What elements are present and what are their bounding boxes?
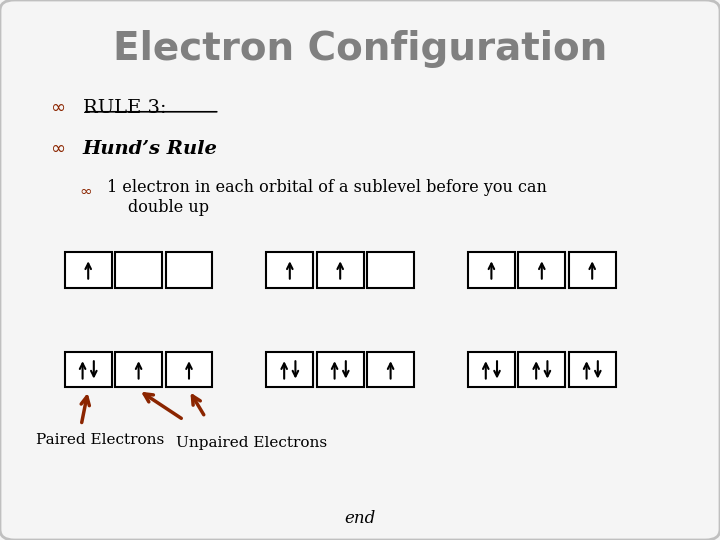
Bar bbox=[569, 353, 616, 388]
Bar bbox=[266, 252, 313, 287]
Bar bbox=[65, 353, 112, 388]
Bar bbox=[367, 353, 414, 388]
Text: 1 electron in each orbital of a sublevel before you can: 1 electron in each orbital of a sublevel… bbox=[107, 179, 546, 197]
Text: RULE 3:: RULE 3: bbox=[83, 99, 166, 117]
Bar bbox=[166, 353, 212, 388]
Text: Unpaired Electrons: Unpaired Electrons bbox=[176, 436, 328, 450]
Bar bbox=[266, 353, 313, 388]
Bar bbox=[468, 252, 515, 287]
Text: ∞: ∞ bbox=[50, 99, 66, 117]
Bar bbox=[115, 252, 162, 287]
Bar bbox=[115, 353, 162, 388]
Text: Paired Electrons: Paired Electrons bbox=[36, 433, 164, 447]
Bar bbox=[166, 252, 212, 287]
Text: ∞: ∞ bbox=[50, 139, 66, 158]
Bar bbox=[518, 252, 565, 287]
Bar bbox=[367, 252, 414, 287]
Bar bbox=[569, 252, 616, 287]
Bar bbox=[317, 252, 364, 287]
Bar bbox=[65, 252, 112, 287]
Text: Electron Configuration: Electron Configuration bbox=[113, 30, 607, 68]
Text: ∞: ∞ bbox=[79, 184, 92, 199]
Text: double up: double up bbox=[128, 199, 209, 217]
Bar bbox=[468, 353, 515, 388]
Text: Hund’s Rule: Hund’s Rule bbox=[83, 139, 217, 158]
Bar bbox=[317, 353, 364, 388]
Bar bbox=[518, 353, 565, 388]
Text: end: end bbox=[344, 510, 376, 527]
